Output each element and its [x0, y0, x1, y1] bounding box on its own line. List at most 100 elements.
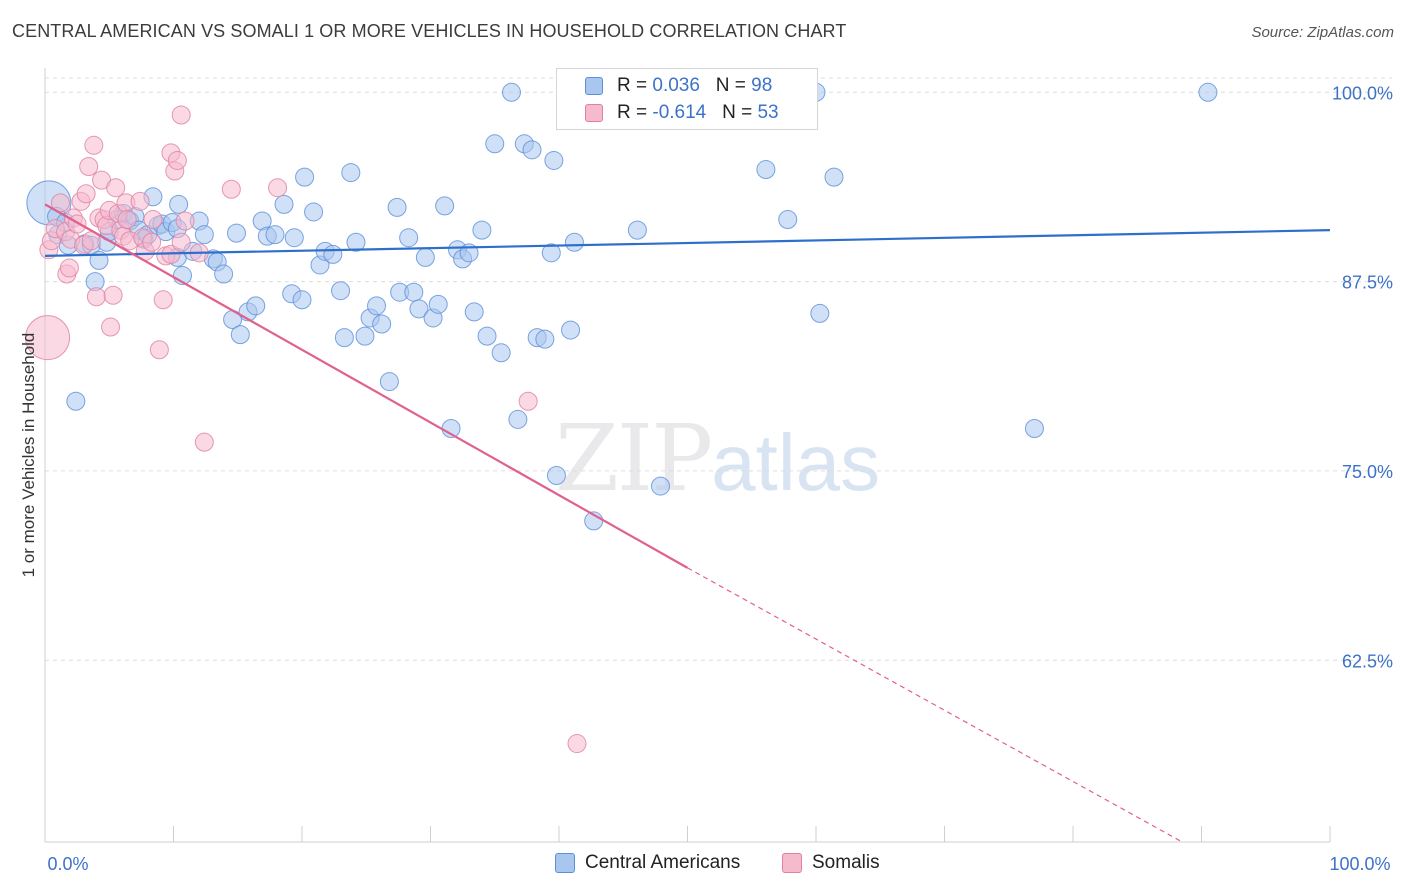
data-point	[355, 326, 375, 346]
data-point	[399, 228, 419, 248]
n-label: N =	[722, 102, 758, 123]
correlation-legend: R = 0.036 N = 98 R = -0.614 N = 53	[556, 68, 818, 130]
data-point	[541, 243, 561, 263]
n-value: 98	[751, 75, 773, 96]
y-tick-label: 75.0%	[1342, 462, 1393, 482]
trend-line-central-americans	[44, 229, 1331, 257]
data-point	[171, 105, 191, 125]
data-point	[567, 734, 587, 754]
y-axis-label: 1 or more Vehicles in Household	[19, 333, 38, 578]
data-point	[59, 258, 79, 278]
data-point	[194, 432, 214, 452]
data-point	[331, 281, 351, 301]
data-point	[86, 287, 106, 307]
data-point	[415, 247, 435, 267]
data-point	[265, 225, 285, 245]
data-point	[66, 391, 86, 411]
blue-swatch	[585, 77, 603, 95]
data-point	[435, 196, 455, 216]
r-label: R =	[617, 102, 653, 123]
data-point	[292, 290, 312, 310]
watermark-atlas: atlas	[711, 418, 881, 507]
data-point	[546, 465, 566, 485]
data-point	[477, 326, 497, 346]
data-point	[485, 134, 505, 154]
data-point	[153, 290, 173, 310]
data-point	[824, 167, 844, 187]
data-point	[627, 220, 647, 240]
legend-row-text: R = -0.614 N = 53	[617, 102, 779, 124]
data-point	[464, 302, 484, 322]
legend-label: Central Americans	[585, 852, 741, 873]
data-point	[409, 299, 429, 319]
data-point	[346, 232, 366, 252]
y-tick-label: 87.5%	[1342, 273, 1393, 293]
data-point	[341, 163, 361, 183]
data-point	[561, 320, 581, 340]
n-label: N =	[715, 75, 752, 96]
data-point	[810, 303, 830, 323]
trend-line-somalis-extension	[687, 567, 1183, 843]
pink-swatch	[585, 104, 603, 122]
data-point	[221, 179, 241, 199]
data-point	[149, 340, 169, 360]
grid-lines	[45, 77, 1392, 661]
data-point	[372, 314, 392, 334]
data-point	[169, 194, 189, 214]
data-point	[130, 191, 150, 211]
r-value: 0.036	[652, 75, 700, 96]
trend-line-somalis	[44, 203, 689, 569]
series-somalis-points	[25, 105, 587, 754]
data-point	[274, 194, 294, 214]
data-point	[226, 223, 246, 243]
data-point	[501, 82, 521, 102]
blue-swatch	[555, 853, 575, 873]
data-point	[651, 476, 671, 496]
data-point	[1024, 419, 1044, 439]
data-point	[518, 391, 538, 411]
data-point	[304, 202, 324, 222]
x-tick-label: 100.0%	[1329, 854, 1390, 874]
data-point	[564, 232, 584, 252]
legend-label: Somalis	[812, 852, 880, 873]
n-value: 53	[757, 102, 779, 123]
data-point	[246, 296, 266, 316]
data-point	[323, 244, 343, 264]
y-tick-label: 100.0%	[1332, 83, 1393, 103]
data-point	[522, 140, 542, 160]
data-point	[387, 197, 407, 217]
data-point	[379, 372, 399, 392]
data-point	[334, 328, 354, 348]
data-point	[268, 178, 288, 198]
data-point	[756, 160, 776, 180]
r-value: -0.614	[652, 102, 707, 123]
data-point	[284, 228, 304, 248]
data-point	[106, 178, 126, 198]
data-point	[544, 150, 564, 170]
data-point	[103, 285, 123, 305]
data-point	[508, 409, 528, 429]
watermark-zip: ZIP	[555, 405, 713, 512]
data-point	[428, 294, 448, 314]
data-point	[84, 135, 104, 155]
data-point	[76, 184, 96, 204]
data-point	[472, 220, 492, 240]
trend-lines	[44, 203, 1331, 843]
data-point	[175, 211, 195, 231]
data-point	[79, 157, 99, 177]
source-label: Source: ZipAtlas.com	[1251, 24, 1394, 41]
data-point	[101, 317, 121, 337]
legend-row-text: R = 0.036 N = 98	[617, 75, 772, 97]
chart-title: CENTRAL AMERICAN VS SOMALI 1 OR MORE VEH…	[12, 21, 847, 41]
pink-swatch	[782, 853, 802, 873]
data-point	[367, 296, 387, 316]
watermark: ZIPatlas	[555, 405, 880, 512]
data-point	[1198, 82, 1218, 102]
data-point	[230, 325, 250, 345]
data-point	[214, 264, 234, 284]
data-point	[491, 343, 511, 363]
data-point	[194, 225, 214, 245]
data-point	[167, 150, 187, 170]
y-tick-label: 62.5%	[1342, 651, 1393, 671]
